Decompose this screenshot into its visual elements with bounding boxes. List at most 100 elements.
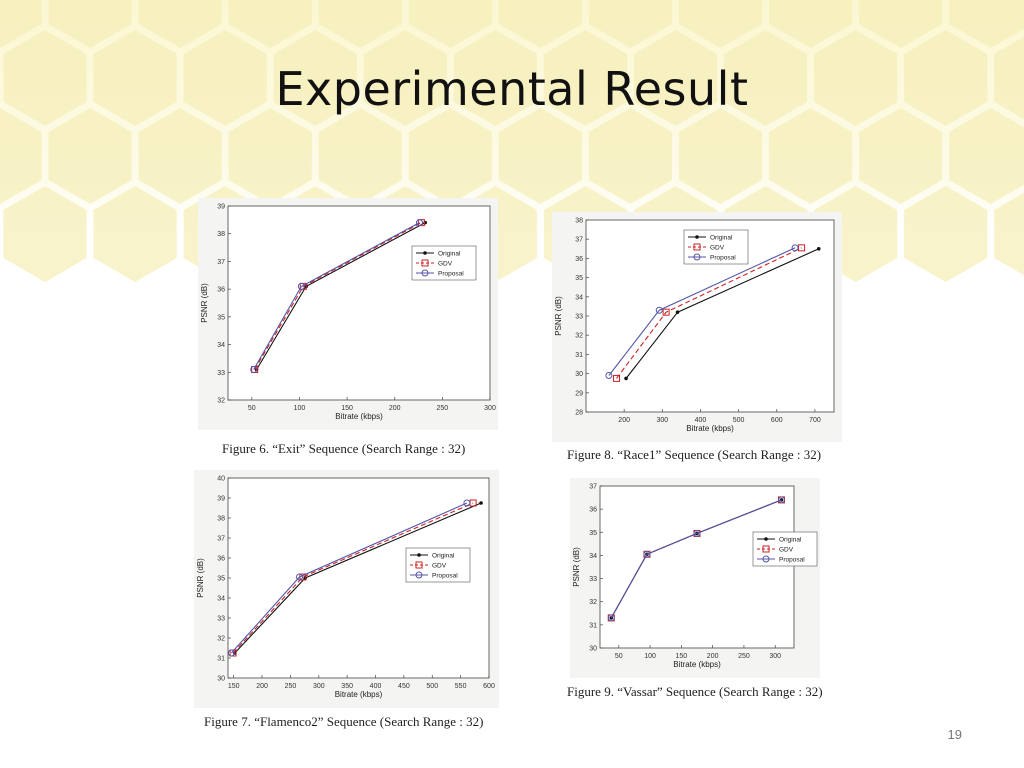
x-tick-label: 200 xyxy=(389,405,401,412)
y-tick-label: 34 xyxy=(589,553,597,560)
legend-marker-gdv xyxy=(415,561,423,569)
data-point-original xyxy=(816,247,821,251)
background-hexagon xyxy=(588,108,672,204)
legend-label-original: Original xyxy=(432,553,455,560)
y-tick-label: 32 xyxy=(217,636,225,643)
legend-marker-original xyxy=(764,537,768,541)
data-point-proposal xyxy=(227,649,235,657)
background-hexagon xyxy=(453,30,537,126)
y-axis-label: PSNR (dB) xyxy=(554,296,563,336)
legend-label-proposal: Proposal xyxy=(710,255,736,262)
y-tick-label: 35 xyxy=(217,314,225,321)
chart-flamenco2: 30 31 32 33 34 35 36 37 38 39 40 150 200 250 300 350 400… xyxy=(194,470,499,708)
y-tick-label: 37 xyxy=(575,237,583,244)
legend-label-original: Original xyxy=(779,537,802,544)
data-point-gdv xyxy=(662,308,670,316)
series-line-gdv xyxy=(232,502,474,654)
chart-vassar-plot: 30 31 32 33 34 35 36 37 50 100 150 200 250 300 Bitrate… xyxy=(570,478,820,678)
background-hexagon xyxy=(48,0,132,48)
x-axis-label: Bitrate (kbps) xyxy=(686,424,734,433)
y-tick-label: 35 xyxy=(589,530,597,537)
x-tick-label: 150 xyxy=(676,653,688,660)
legend-marker-original xyxy=(695,235,699,239)
caption-flamenco2: Figure 7. “Flamenco2” Sequence (Search R… xyxy=(204,714,484,729)
plot-area xyxy=(227,205,491,401)
background-hexagon xyxy=(994,36,1024,120)
y-tick-label: 33 xyxy=(217,616,225,623)
y-axis-label: PSNR (dB) xyxy=(200,283,209,323)
x-tick-label: 300 xyxy=(313,683,325,690)
y-tick-label: 32 xyxy=(217,398,225,405)
background-hexagon xyxy=(0,108,42,204)
background-hexagon xyxy=(859,0,943,48)
background-hexagon xyxy=(183,30,267,126)
data-point-proposal xyxy=(607,614,615,622)
y-tick-label: 31 xyxy=(575,352,583,359)
background-hexagon xyxy=(3,30,87,126)
x-tick-label: 600 xyxy=(771,417,783,424)
chart-exit-plot: 32 33 34 35 36 37 38 39 50 100 150 200 250 300 Bitrate… xyxy=(198,198,498,430)
series-line-proposal xyxy=(253,222,420,370)
y-tick-label: 34 xyxy=(575,294,583,301)
x-tick-label: 300 xyxy=(484,405,496,412)
background-hexagon xyxy=(228,108,312,204)
background-hexagon xyxy=(273,30,357,126)
y-tick-label: 34 xyxy=(217,342,225,349)
legend-marker-gdv xyxy=(693,243,701,251)
series-line-gdv xyxy=(254,222,422,370)
y-tick-label: 29 xyxy=(575,390,583,397)
legend-label-gdv: GDV xyxy=(710,245,725,252)
background-hexagon xyxy=(48,108,132,204)
background-hexagon xyxy=(859,108,943,204)
background-hexagon xyxy=(363,30,447,126)
legend-label-gdv: GDV xyxy=(779,547,794,554)
legend-marker-original xyxy=(417,553,421,557)
y-tick-label: 31 xyxy=(589,622,597,629)
background-hexagon xyxy=(904,186,988,282)
data-point-proposal xyxy=(643,550,651,558)
data-point-proposal xyxy=(777,496,785,504)
x-tick-label: 50 xyxy=(248,405,256,412)
y-tick-label: 37 xyxy=(217,259,225,266)
legend-label-proposal: Proposal xyxy=(432,573,458,580)
x-tick-label: 700 xyxy=(809,417,821,424)
data-point-proposal xyxy=(463,499,471,507)
chart-race1-plot: 28 29 30 31 32 33 34 35 36 37 38 200 300 400 500 600 700… xyxy=(552,212,842,442)
x-tick-label: 500 xyxy=(426,683,438,690)
x-tick-label: 600 xyxy=(483,683,495,690)
x-tick-label: 300 xyxy=(656,417,668,424)
background-hexagon xyxy=(3,186,87,282)
y-tick-label: 37 xyxy=(589,484,597,491)
data-point-proposal xyxy=(415,219,423,227)
data-point-proposal xyxy=(605,372,613,380)
background-hexagon xyxy=(543,30,627,126)
y-tick-label: 32 xyxy=(589,599,597,606)
y-tick-label: 35 xyxy=(217,576,225,583)
y-tick-label: 37 xyxy=(217,536,225,543)
chart-flamenco2-plot: 30 31 32 33 34 35 36 37 38 39 40 150 200 250 300 350 400… xyxy=(194,470,499,708)
y-tick-label: 31 xyxy=(217,656,225,663)
background-hexagon xyxy=(498,0,582,48)
x-tick-label: 200 xyxy=(707,653,719,660)
data-point-original xyxy=(675,310,680,314)
background-hexagon xyxy=(679,0,763,48)
background-hexagon xyxy=(318,108,402,204)
x-tick-label: 300 xyxy=(769,653,781,660)
data-point-proposal xyxy=(655,306,663,314)
data-point-original xyxy=(624,376,628,381)
y-tick-label: 30 xyxy=(575,371,583,378)
data-point-proposal xyxy=(791,244,799,252)
x-tick-label: 450 xyxy=(398,683,410,690)
y-tick-label: 34 xyxy=(217,596,225,603)
x-tick-label: 200 xyxy=(618,417,630,424)
background-hexagon xyxy=(93,30,177,126)
background-hexagon xyxy=(904,30,988,126)
background-hexagon xyxy=(949,0,1024,48)
x-tick-label: 400 xyxy=(695,417,707,424)
x-tick-label: 400 xyxy=(370,683,382,690)
series-line-proposal xyxy=(608,247,796,376)
legend-marker-proposal xyxy=(421,269,429,277)
y-tick-label: 35 xyxy=(575,275,583,282)
data-point-proposal xyxy=(297,282,305,290)
